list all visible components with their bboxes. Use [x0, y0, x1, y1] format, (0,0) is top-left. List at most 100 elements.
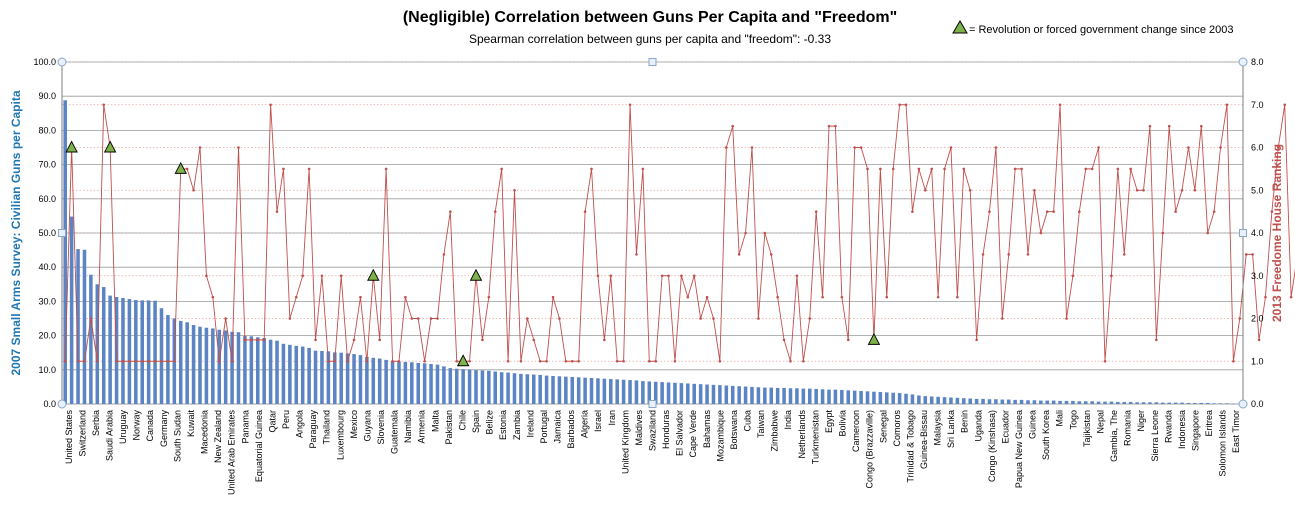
gun-bar	[583, 377, 587, 404]
freedom-point	[1193, 188, 1197, 192]
gun-bar	[243, 335, 247, 404]
x-tick-label: Switzerland	[77, 410, 87, 457]
gun-bar	[589, 378, 594, 404]
revolution-marker-icon	[103, 140, 117, 153]
freedom-point	[615, 359, 619, 363]
gun-bar	[236, 332, 241, 404]
freedom-point	[1244, 253, 1248, 256]
x-tick-label: Ireland	[525, 410, 535, 438]
gun-bar	[897, 393, 902, 404]
corner-handle-icon[interactable]	[57, 399, 67, 409]
x-tick-label: Singapore	[1190, 410, 1200, 451]
edge-handle-icon[interactable]	[58, 229, 66, 237]
x-tick-label: Estonia	[498, 410, 508, 440]
right-tick-label: 8.0	[1251, 57, 1264, 67]
freedom-point	[166, 359, 170, 363]
gun-bar	[1154, 402, 1159, 404]
freedom-point	[327, 359, 330, 363]
x-tick-label: Guinea	[1028, 410, 1038, 439]
freedom-point	[609, 274, 613, 278]
legend-text: = Revolution or forced government change…	[969, 24, 1233, 36]
freedom-point	[365, 359, 369, 363]
gun-bar	[410, 362, 414, 404]
gun-bar	[1045, 400, 1050, 404]
gun-bar	[519, 373, 523, 404]
edge-handle-icon[interactable]	[648, 58, 657, 66]
freedom-point	[1033, 188, 1036, 192]
freedom-point	[583, 210, 587, 213]
x-tick-label: India	[783, 410, 793, 430]
corner-handle-icon[interactable]	[1238, 57, 1248, 67]
gun-bar	[1231, 403, 1236, 405]
gun-bar	[1077, 401, 1082, 404]
gun-bar	[756, 387, 761, 404]
freedom-point	[404, 295, 407, 299]
gun-bar	[101, 287, 106, 404]
gun-bar	[108, 295, 112, 404]
freedom-point	[930, 167, 934, 171]
x-tick-label: Botswana	[729, 410, 739, 450]
gun-bar	[1006, 399, 1011, 404]
gun-bar	[968, 398, 972, 404]
gun-bar	[217, 329, 222, 404]
gun-bar	[249, 336, 254, 404]
freedom-point	[128, 359, 131, 363]
freedom-point	[455, 359, 459, 363]
edge-handle-icon[interactable]	[1239, 229, 1247, 237]
freedom-point	[654, 359, 658, 363]
gun-bar	[268, 339, 273, 404]
freedom-point	[988, 210, 991, 213]
gun-bar	[1193, 402, 1197, 404]
freedom-point	[1283, 103, 1287, 107]
freedom-point	[859, 146, 863, 149]
gun-bar	[146, 300, 151, 404]
freedom-point	[333, 359, 337, 363]
freedom-point	[538, 359, 542, 363]
freedom-point	[1199, 124, 1203, 128]
gun-bar	[1058, 400, 1062, 404]
corner-handle-icon[interactable]	[57, 57, 67, 67]
freedom-point	[956, 295, 959, 299]
x-tick-label: Mali	[1055, 410, 1065, 427]
gun-bar	[211, 328, 215, 404]
x-tick-label: Maldives	[634, 410, 644, 446]
gun-bar	[859, 391, 863, 404]
freedom-point	[667, 274, 670, 278]
x-tick-label: Benin	[960, 410, 970, 433]
freedom-point	[898, 103, 901, 107]
chart-subtitle: Spearman correlation between guns per ca…	[469, 32, 831, 46]
freedom-point	[185, 167, 189, 171]
gun-bar	[474, 370, 478, 404]
x-tick-label: Bahamas	[702, 410, 712, 449]
x-tick-label: Mexico	[349, 410, 359, 439]
gun-bar	[198, 326, 202, 404]
freedom-point	[879, 167, 882, 171]
x-tick-label: Turkmenistan	[810, 410, 820, 464]
gun-bar	[300, 346, 305, 404]
gun-bar	[1032, 400, 1037, 404]
gun-bar	[949, 397, 953, 404]
freedom-point	[962, 167, 966, 171]
gun-bar	[371, 357, 376, 404]
x-tick-label: Macedonia	[200, 410, 210, 454]
freedom-point	[1225, 103, 1229, 107]
gun-bar	[1039, 400, 1043, 404]
freedom-point	[1116, 167, 1120, 171]
freedom-point	[686, 295, 690, 299]
freedom-point	[628, 103, 632, 107]
freedom-point	[1167, 124, 1171, 128]
gun-bar	[807, 388, 812, 404]
gun-bar	[551, 375, 555, 404]
freedom-point	[558, 317, 561, 320]
x-tick-label: Chile	[457, 410, 467, 431]
x-tick-label: South Korea	[1041, 410, 1051, 460]
left-tick-label: 90.0	[38, 91, 56, 101]
x-tick-label: Saudi Arabia	[105, 410, 115, 461]
edge-handle-icon[interactable]	[648, 400, 657, 408]
x-tick-label: Sri Lanka	[946, 410, 956, 448]
corner-handle-icon[interactable]	[1238, 399, 1248, 409]
freedom-point	[718, 359, 722, 363]
left-tick-label: 30.0	[38, 296, 56, 306]
gun-bar	[1103, 401, 1107, 404]
